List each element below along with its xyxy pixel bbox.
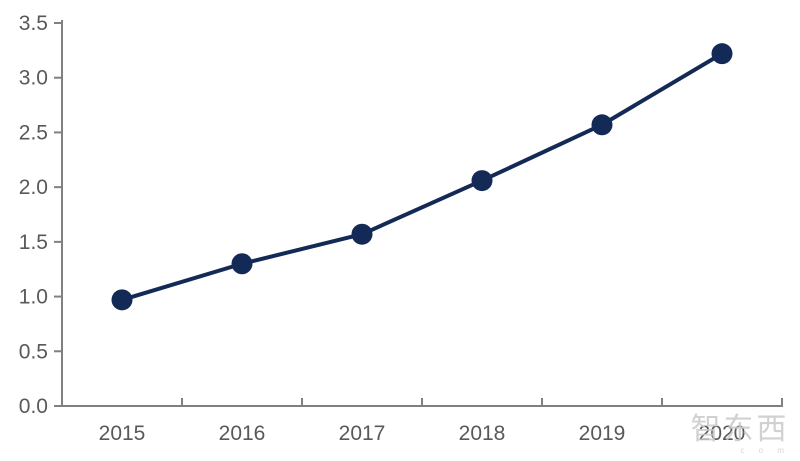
- data-point: [351, 223, 373, 245]
- y-tick-label: 0.5: [19, 340, 48, 363]
- series-line: [120, 51, 724, 302]
- x-tick-label: 2018: [459, 422, 506, 445]
- data-point: [711, 43, 733, 65]
- data-point: [231, 253, 253, 275]
- y-tick-label: 3.5: [19, 12, 48, 35]
- y-tick-label: 2.5: [19, 121, 48, 144]
- y-tick-label: 0.0: [19, 395, 48, 418]
- y-tick-label: 1.0: [19, 286, 48, 309]
- x-tick-label: 2016: [219, 422, 266, 445]
- y-tick-label: 1.5: [19, 231, 48, 254]
- data-point: [471, 170, 493, 192]
- data-point: [591, 114, 613, 136]
- x-tick-label: 2017: [339, 422, 386, 445]
- y-tick-label: 3.0: [19, 67, 48, 90]
- x-tick-label: 2020: [699, 422, 746, 445]
- data-point: [111, 289, 133, 311]
- x-tick-label: 2015: [99, 422, 146, 445]
- y-tick-label: 2.0: [19, 176, 48, 199]
- x-tick-label: 2019: [579, 422, 626, 445]
